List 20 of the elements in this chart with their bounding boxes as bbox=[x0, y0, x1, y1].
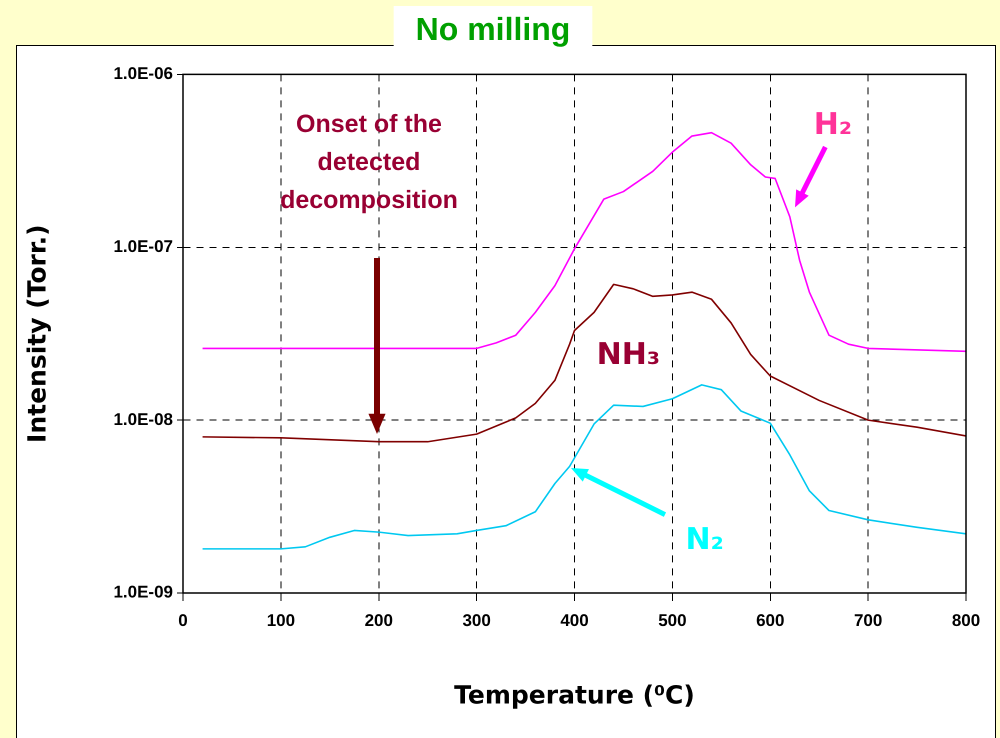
x-tick-label: 0 bbox=[178, 610, 188, 630]
y-tick-label: 1.0E-08 bbox=[113, 410, 173, 429]
y-axis-title: Intensity (Torr.) bbox=[22, 224, 52, 443]
x-tick-label: 700 bbox=[854, 610, 882, 630]
x-tick-label: 200 bbox=[364, 610, 393, 630]
text: N₂ bbox=[686, 522, 724, 557]
y-tick-label: 1.0E-06 bbox=[113, 64, 173, 84]
x-axis-title: Temperature (⁰C) bbox=[454, 680, 695, 710]
x-tick-label: 500 bbox=[658, 610, 687, 630]
y-tick-label: 1.0E-09 bbox=[113, 582, 173, 602]
chart-title: No milling bbox=[416, 11, 570, 48]
x-tick-label: 800 bbox=[952, 610, 980, 630]
annotation: Onset of the detected decomposition bbox=[280, 110, 458, 214]
x-tick-label: 100 bbox=[266, 610, 296, 630]
series-label: NH₃ bbox=[596, 336, 660, 372]
x-tick-label: 400 bbox=[560, 610, 589, 630]
series-label: H₂ bbox=[814, 107, 852, 142]
x-tick-label: 300 bbox=[462, 610, 491, 630]
y-tick-label: 1.0E-07 bbox=[113, 236, 173, 256]
x-tick-label: 600 bbox=[756, 610, 784, 630]
